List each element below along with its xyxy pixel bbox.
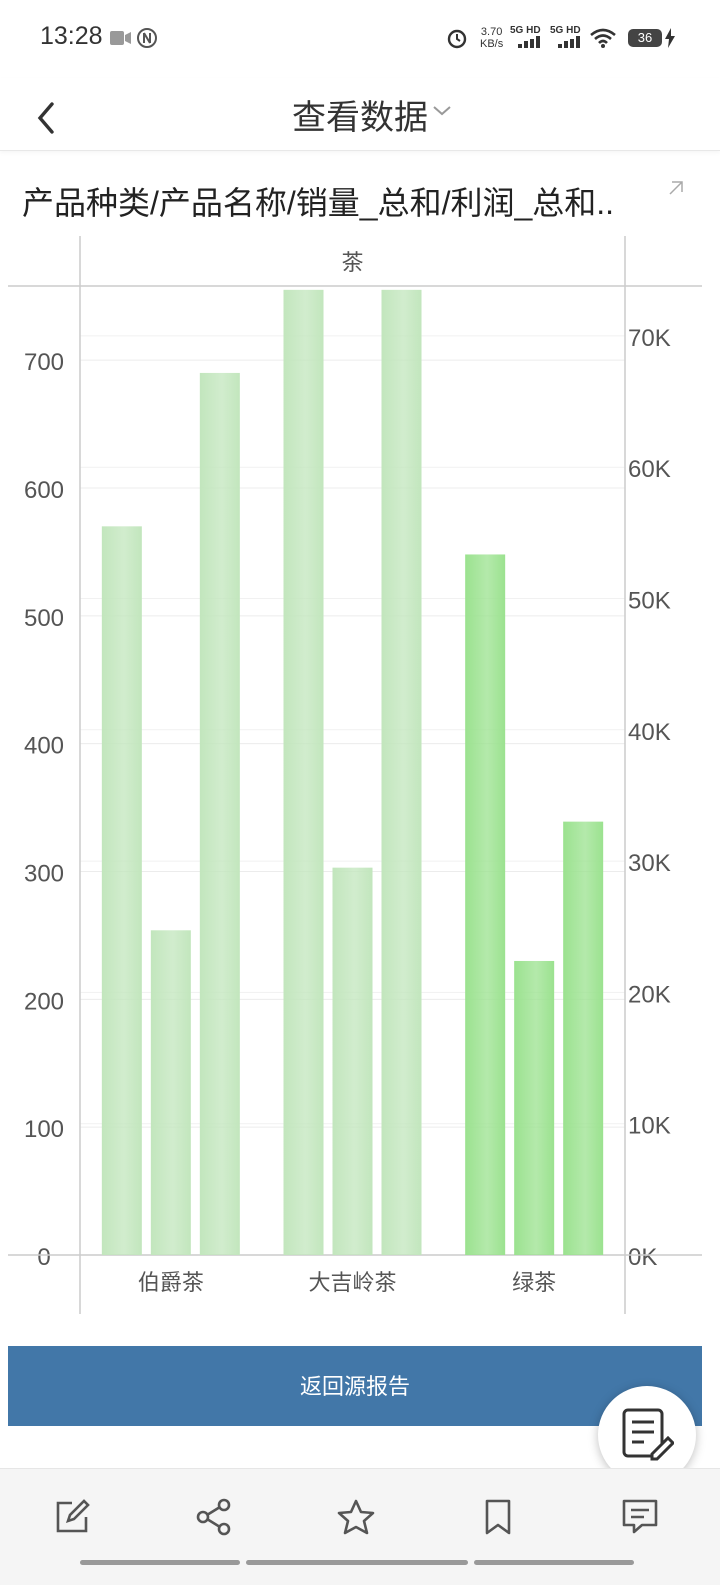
y-left-tick-label: 0 xyxy=(37,1244,50,1271)
comment-icon[interactable] xyxy=(620,1497,660,1537)
bookmark-icon[interactable] xyxy=(478,1497,518,1537)
floating-edit-button[interactable] xyxy=(598,1386,696,1484)
status-time: 13:28 xyxy=(40,22,103,50)
y-right-tick-label: 20K xyxy=(628,981,671,1008)
status-bar: 13:28 3.70 KB/s 5G HD 5G HD 36 xyxy=(0,0,720,78)
star-icon[interactable] xyxy=(336,1497,376,1537)
bar xyxy=(283,289,324,1255)
x-tick-label: 绿茶 xyxy=(512,1270,556,1295)
wifi-icon xyxy=(590,28,616,48)
signal-icon xyxy=(518,36,540,48)
y-left-tick-label: 400 xyxy=(24,733,64,760)
bar xyxy=(199,372,240,1255)
network-label-1: 5G HD xyxy=(510,25,541,36)
bottom-toolbar xyxy=(0,1468,720,1585)
gesture-bar xyxy=(246,1560,468,1565)
y-left-tick-label: 500 xyxy=(24,605,64,632)
return-to-report-button[interactable]: 返回源报告 xyxy=(8,1346,702,1426)
gesture-bar xyxy=(474,1560,634,1565)
y-left-tick-label: 600 xyxy=(24,477,64,504)
bar xyxy=(150,930,191,1255)
battery-icon: 36 xyxy=(628,29,662,47)
y-right-tick-label: 30K xyxy=(628,850,671,877)
x-tick-label: 大吉岭茶 xyxy=(308,1270,396,1295)
video-icon xyxy=(110,31,131,45)
group-header-label: 茶 xyxy=(341,250,363,275)
x-tick-label: 伯爵茶 xyxy=(138,1270,204,1295)
y-left-tick-label: 700 xyxy=(24,349,64,376)
edit-icon[interactable] xyxy=(52,1497,92,1537)
chevron-down-icon[interactable] xyxy=(430,98,454,122)
alarm-icon xyxy=(447,29,467,49)
y-right-tick-label: 50K xyxy=(628,587,671,614)
y-right-tick-label: 60K xyxy=(628,456,671,483)
y-right-tick-label: 70K xyxy=(628,325,671,352)
expand-icon[interactable] xyxy=(666,180,684,198)
bar xyxy=(563,821,604,1255)
bar xyxy=(381,289,422,1255)
charging-icon xyxy=(665,28,675,48)
back-arrow-icon[interactable] xyxy=(30,90,70,138)
bar xyxy=(514,960,555,1255)
y-right-tick-label: 0K xyxy=(628,1244,657,1271)
y-right-tick-label: 40K xyxy=(628,719,671,746)
page-header: 查看数据 xyxy=(0,78,720,151)
page-title[interactable]: 查看数据 xyxy=(292,99,428,137)
bar xyxy=(101,526,142,1255)
gesture-bar xyxy=(80,1560,240,1565)
y-left-tick-label: 200 xyxy=(24,988,64,1015)
share-icon[interactable] xyxy=(194,1497,234,1537)
chart-title: 产品种类/产品名称/销量_总和/利润_总和.. xyxy=(22,185,615,221)
bar xyxy=(465,554,506,1255)
bar xyxy=(332,867,373,1255)
y-left-tick-label: 100 xyxy=(24,1116,64,1143)
bar-chart: 0 100 200 300 400 500 600 700 0K 10K 20K 30K 40K 50K 6… xyxy=(8,236,702,1314)
nfc-icon xyxy=(137,28,157,48)
signal-icon xyxy=(558,36,580,48)
network-label-2: 5G HD xyxy=(550,25,581,36)
network-speed: 3.70 KB/s xyxy=(480,26,504,50)
note-edit-icon xyxy=(622,1408,674,1461)
y-right-tick-label: 10K xyxy=(628,1113,671,1140)
y-left-tick-label: 300 xyxy=(24,860,64,887)
